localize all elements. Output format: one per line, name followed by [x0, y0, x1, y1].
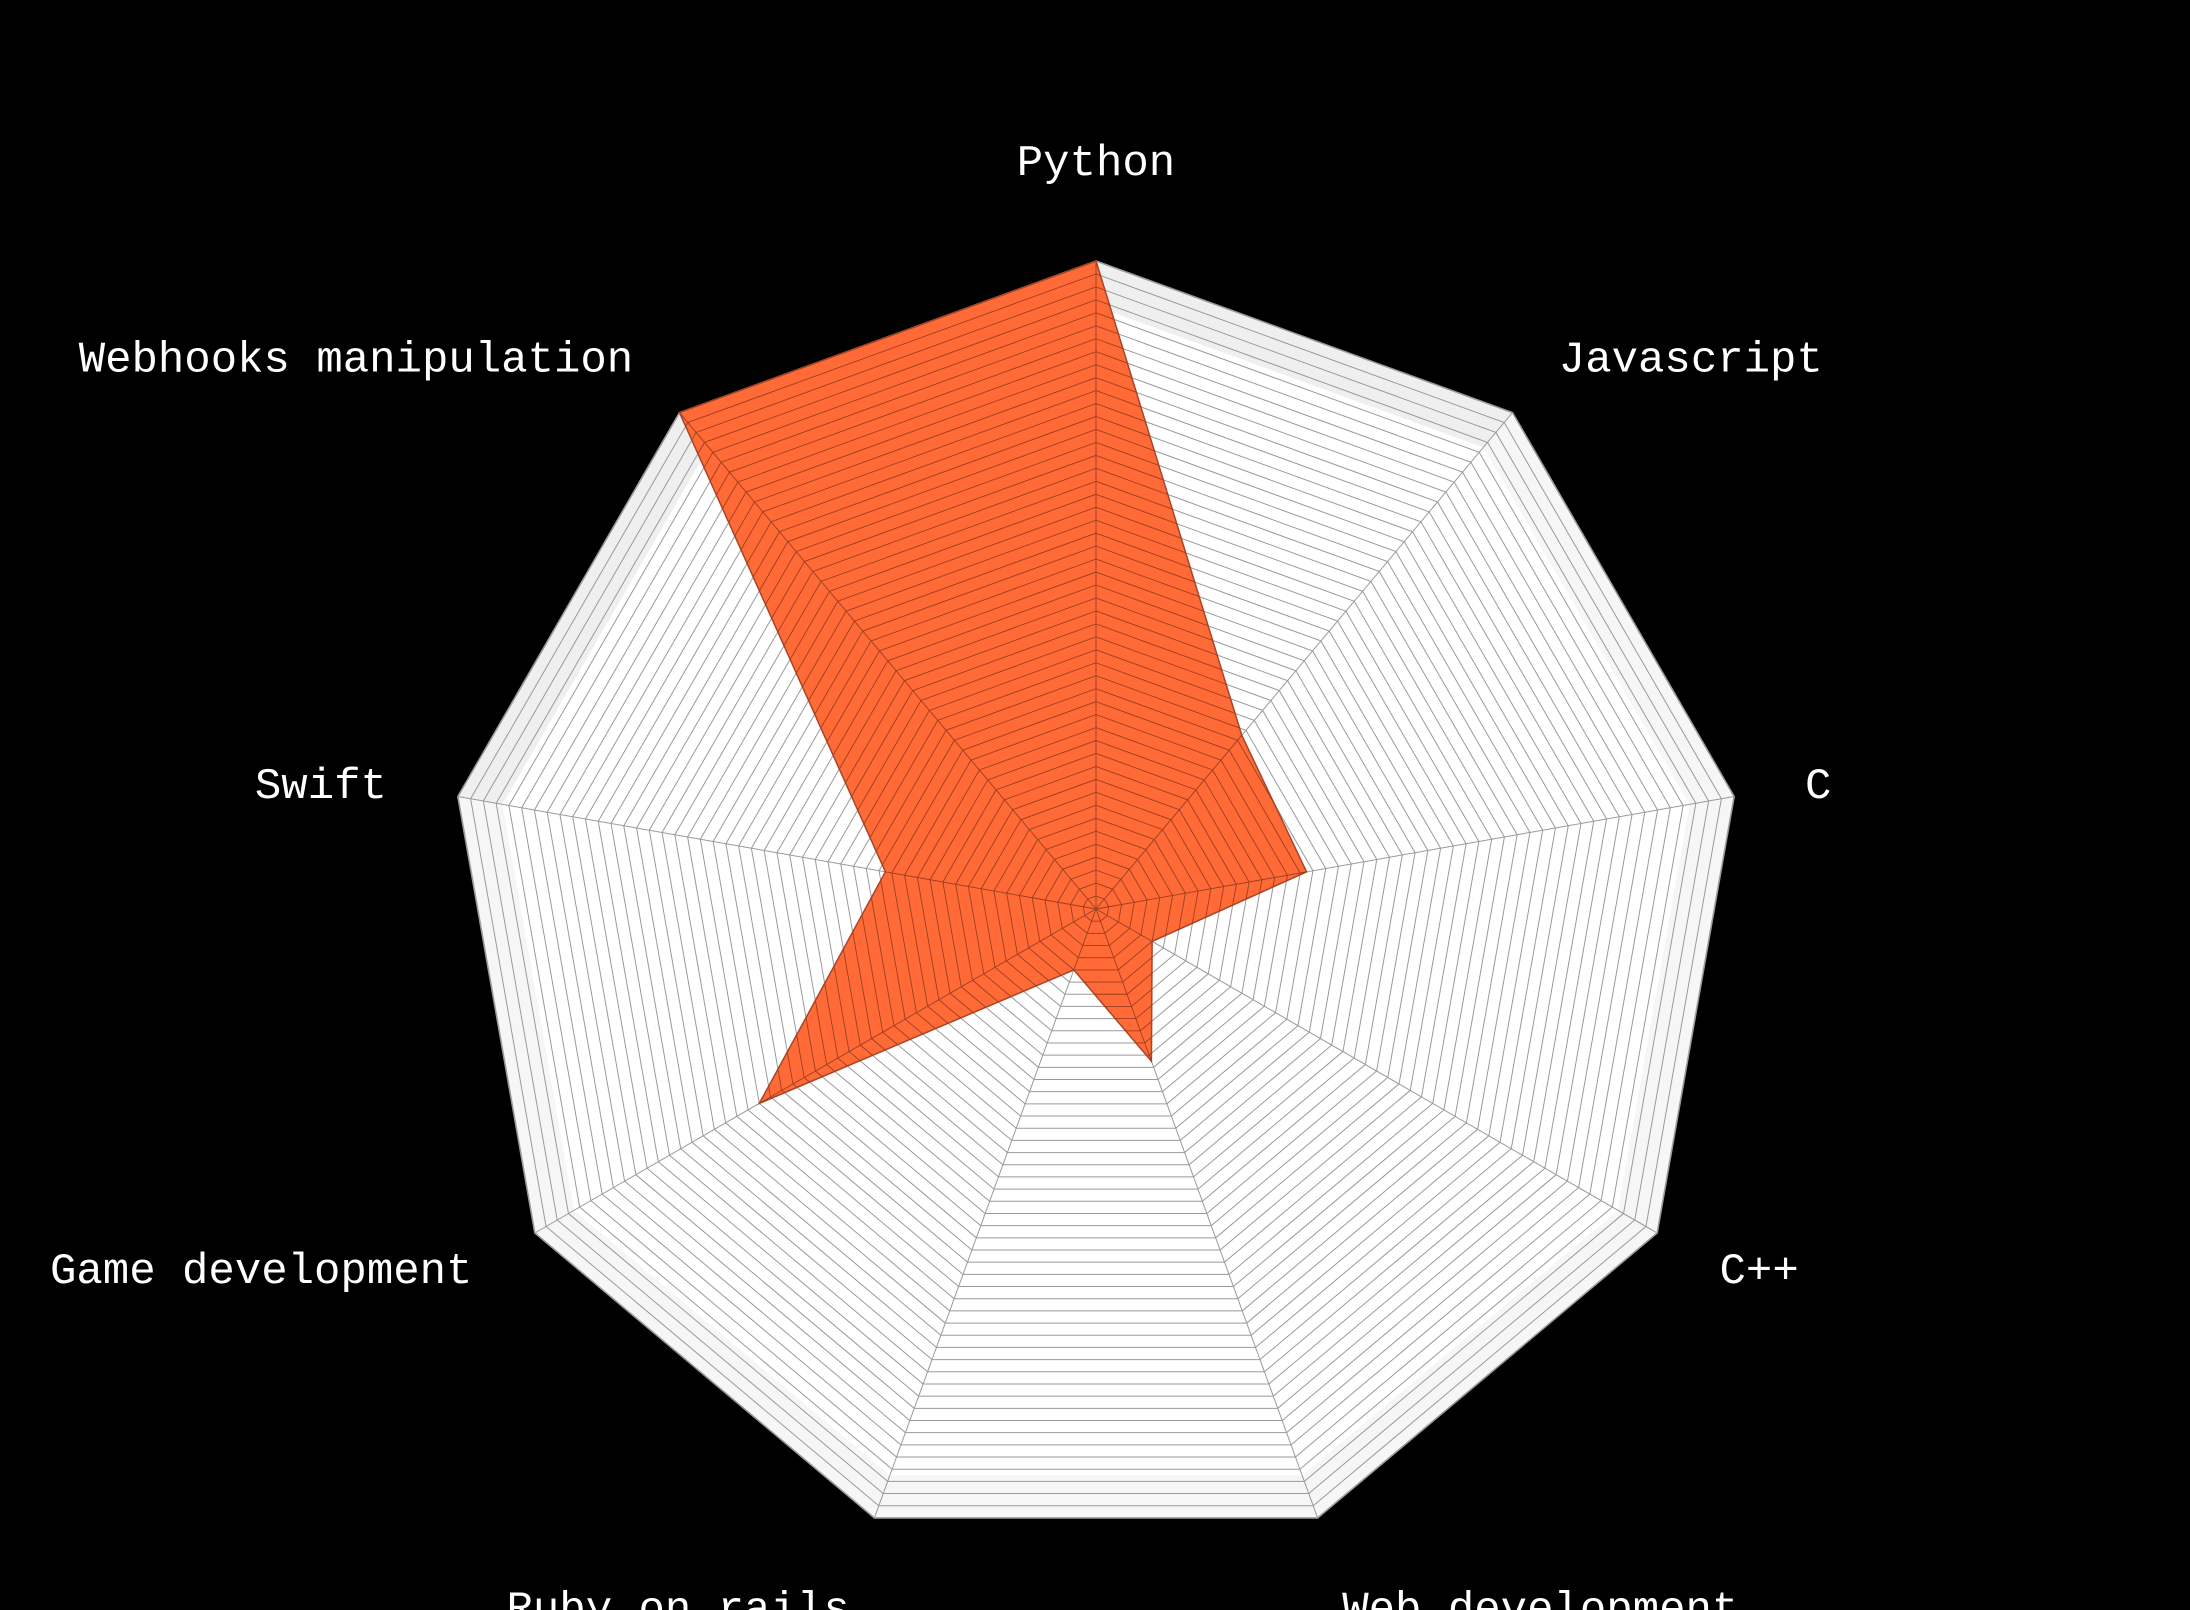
series-grid-spoke-8	[679, 412, 1097, 910]
grid-ring-37	[623, 428, 1569, 1361]
grid-ring-43	[546, 351, 1646, 1434]
grid-lines	[457, 260, 1735, 1519]
grid-ring-40	[584, 390, 1608, 1397]
grid-ring-25	[776, 584, 1416, 1214]
grid-spoke-5	[873, 908, 1097, 1519]
grid-ring-48	[482, 286, 1710, 1495]
series-polygon	[678, 260, 1308, 1105]
grid-ring-47	[495, 299, 1697, 1482]
axis-label-5: Ruby on rails	[506, 1586, 849, 1610]
series-grid-ring-1	[1082, 895, 1110, 922]
series-grid-ring-7	[1006, 817, 1186, 995]
axis-label-3: C++	[1720, 1247, 1799, 1297]
axis-labels: Python Javascript C C++ Web development Ruby …	[50, 139, 1831, 1610]
series-grid-ring-22	[814, 623, 1307, 1104]
grid-ring-46	[508, 312, 1684, 1470]
grid-ring-38	[610, 415, 1582, 1373]
grid-ring-49	[470, 273, 1722, 1507]
grid-ring-44	[533, 338, 1659, 1446]
series-grid-ring-4	[1044, 856, 1148, 959]
grid-ring-39	[597, 403, 1595, 1385]
grid-ring-42	[559, 364, 1633, 1421]
grid-ring-34	[661, 467, 1531, 1324]
grid-ring-29	[725, 532, 1467, 1263]
series-grid-spoke-4	[1095, 908, 1307, 1104]
grid-ring-30	[712, 519, 1480, 1275]
grid-ring-31	[699, 506, 1493, 1288]
series-grid-ring-20	[840, 649, 1307, 1104]
axis-label-0: Python	[1017, 139, 1175, 189]
grid-band-4	[874, 1475, 1318, 1518]
grid-band-1	[1483, 412, 1735, 805]
axis-label-6: Game development	[50, 1247, 472, 1297]
axis-label-7: Swift	[255, 762, 387, 812]
grid-ring-45	[521, 325, 1671, 1458]
grid-band-2	[1617, 796, 1735, 1233]
series-grid-ring-5	[1031, 843, 1161, 971]
grid-ring-41	[572, 377, 1620, 1409]
grid-ring-35	[648, 454, 1544, 1336]
grid-ring-26	[763, 571, 1429, 1227]
series-grid-ring-24	[789, 597, 1307, 1104]
axis-label-8: Webhooks manipulation	[79, 335, 634, 385]
series-grid-ring-23	[801, 610, 1307, 1104]
axis-label-4: Web development	[1342, 1586, 1738, 1610]
axis-label-2: C	[1805, 762, 1831, 812]
series-grid-spoke-6	[679, 908, 1097, 1104]
axis-label-1: Javascript	[1559, 335, 1823, 385]
grid-spoke-3	[1095, 908, 1658, 1234]
grid-band-7	[457, 412, 709, 805]
series-grid-ring-21	[827, 636, 1307, 1104]
grid-band-6	[457, 796, 575, 1233]
grid-ring-27	[750, 558, 1442, 1239]
series-grid-ring-3	[1057, 869, 1135, 946]
series-grid-spoke-2	[1095, 796, 1307, 910]
grid-ring-32	[687, 493, 1505, 1300]
series-grid-ring-16	[891, 701, 1301, 1104]
grid-ring-50	[457, 260, 1735, 1519]
grid-ring-33	[674, 480, 1518, 1312]
grid-ring-36	[636, 441, 1556, 1348]
series-grid-ring-6	[1018, 830, 1174, 983]
grid-ring-28	[738, 545, 1454, 1251]
series-grid-ring-2	[1069, 882, 1123, 934]
